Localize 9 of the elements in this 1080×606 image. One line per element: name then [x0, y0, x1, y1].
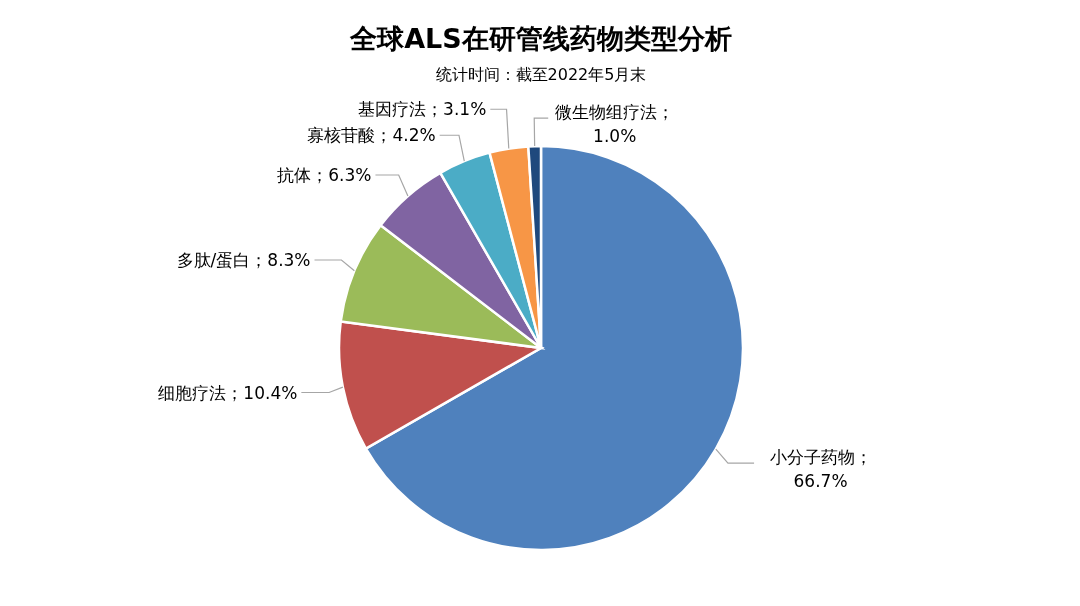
slice-label: 基因疗法；3.1% [358, 98, 487, 122]
slice-label: 抗体；6.3% [277, 164, 372, 187]
slice-label: 多肽/蛋白；8.3% [176, 248, 311, 272]
slice-label: 小分子药物；66.7% [768, 446, 873, 494]
slice-label: 细胞疗法；10.4% [158, 381, 298, 405]
slice-label: 微生物组疗法；1.0% [554, 101, 676, 149]
slice-label: 寡核苷酸；4.2% [307, 124, 436, 148]
chart-title: 全球ALS在研管线药物类型分析 [349, 23, 732, 54]
chart-subtitle: 统计时间：截至2022年5月末 [435, 65, 647, 84]
